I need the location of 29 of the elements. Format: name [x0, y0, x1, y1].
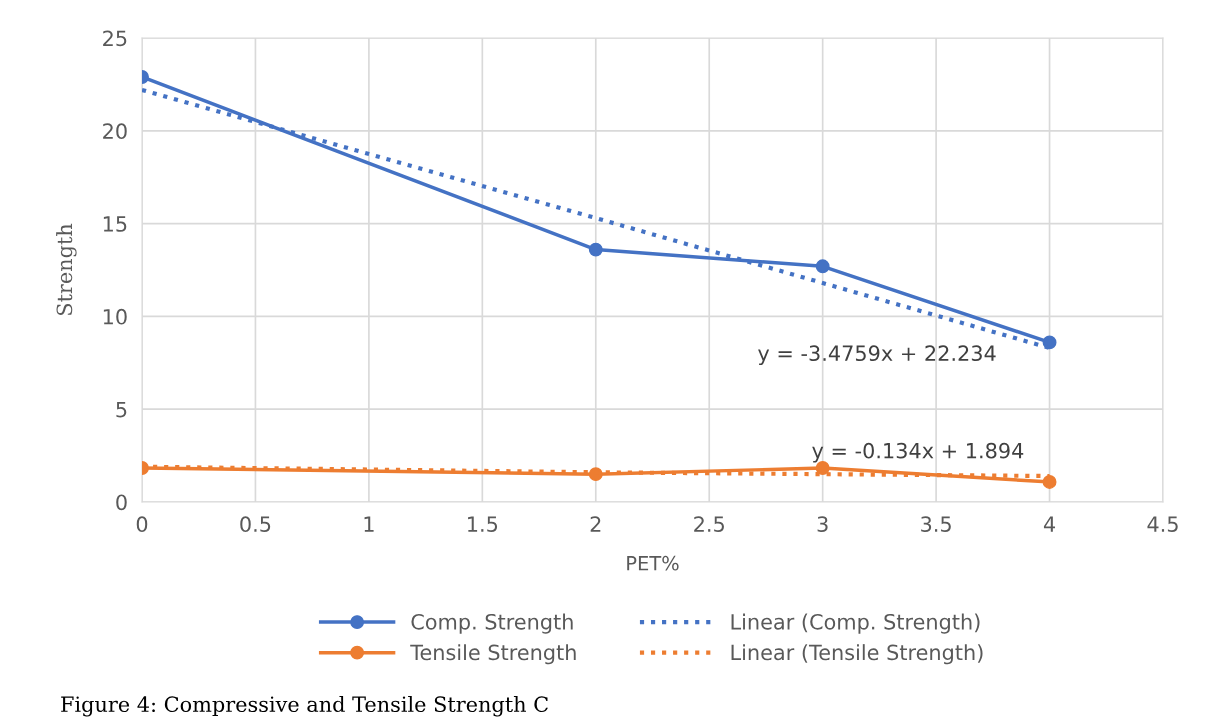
point: [815, 259, 830, 274]
y-tick-label: 15: [103, 216, 127, 232]
point: [588, 242, 603, 257]
y-tick-label: 5: [116, 401, 127, 418]
legend-label: Linear (Tensile Strength): [731, 644, 983, 665]
x-tick-label: 3: [817, 516, 828, 533]
y-tick-label: 20: [103, 123, 127, 140]
annotation: y = -3.4759x + 22.234: [758, 345, 996, 366]
x-tick-label: 2.5: [694, 516, 724, 533]
x-tick-label: 0: [136, 516, 148, 533]
legend-label: Linear (Comp. Strength): [731, 613, 980, 634]
y-tick-label: 0: [116, 494, 127, 511]
point: [1042, 475, 1057, 489]
point: [815, 461, 830, 475]
legend-label: Comp. Strength: [411, 613, 573, 634]
x-axis-title: PET%: [627, 555, 679, 571]
x-tick-label: 4.5: [1147, 516, 1178, 533]
x-tick-label: 1.5: [468, 516, 498, 533]
legend-label: Tensile Strength: [410, 644, 576, 665]
caption: Figure 4: Compressive and Tensile Strength C: [61, 695, 548, 717]
y-tick-label: 25: [103, 30, 127, 47]
y-tick-label: 10: [103, 308, 127, 325]
x-tick-label: 2: [590, 516, 601, 532]
annotation: y = -0.134x + 1.894: [812, 442, 1024, 463]
x-tick-label: 1: [364, 516, 374, 532]
x-tick-label: 3.5: [921, 516, 951, 533]
x-tick-label: 4: [1043, 516, 1056, 532]
y-axis-title: Strength: [56, 223, 77, 315]
x-tick-label: 0.5: [240, 516, 271, 533]
